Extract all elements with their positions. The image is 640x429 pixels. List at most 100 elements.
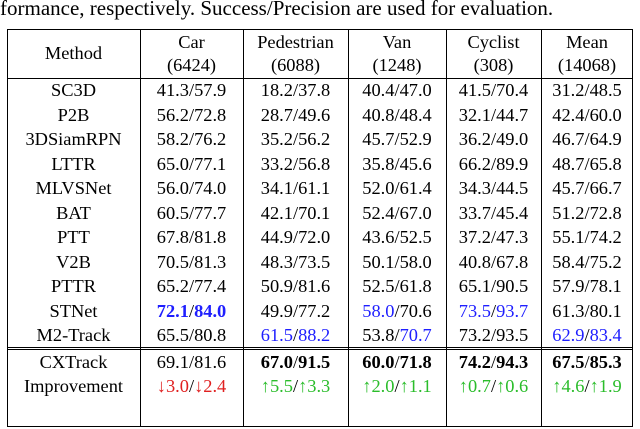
value-separator: / [584, 153, 590, 174]
table-bottom-rule [7, 426, 633, 427]
header-car-count: (6424) [166, 54, 217, 75]
pedestrian-cell: 33.2/56.8 [243, 152, 348, 177]
cyclist-cell: 73.2/93.5 [446, 323, 541, 348]
pedestrian-cell: 67.0/91.5 [243, 350, 348, 375]
success-value: 72.1 [156, 300, 189, 321]
precision-value: 70.1 [298, 202, 331, 223]
success-value: 65.1 [458, 276, 491, 296]
precision-value: 70.7 [399, 325, 432, 345]
table-row: P2B 56.2/72.8 28.7/49.6 40.8/48.4 32.1/44.7 4… [7, 103, 633, 128]
table-row: BAT 60.5/77.7 42.1/70.1 52.4/67.0 33.7/45.4 5… [7, 201, 633, 226]
value-separator: / [584, 227, 590, 247]
cyclist-cell: 41.5/70.4 [446, 78, 541, 103]
precision-value: 56.8 [298, 153, 331, 174]
precision-value: 90.5 [496, 276, 529, 296]
success-value: 67.0 [260, 351, 293, 372]
cyclist-cell: ↑0.7/↑0.6 [446, 374, 541, 399]
value-separator: / [394, 227, 400, 247]
success-value: 18.2 [260, 80, 293, 100]
method-name: PTTR [51, 276, 96, 296]
car-cell: 65.0/77.1 [140, 152, 243, 177]
method-name: M2-Track [36, 325, 111, 345]
precision-value: 48.4 [399, 104, 432, 125]
value-separator: / [584, 202, 590, 223]
table-row: SC3D 41.3/57.9 18.2/37.8 40.4/47.0 41.5/70.4… [7, 78, 633, 103]
value-separator: / [394, 251, 400, 272]
precision-value: 76.2 [194, 129, 227, 149]
value-separator: / [584, 80, 590, 100]
car-cell: 56.2/72.8 [140, 103, 243, 128]
precision-value: 47.3 [496, 227, 529, 247]
value-separator: / [490, 376, 497, 396]
cyclist-cell: 65.1/90.5 [446, 274, 541, 299]
value-separator: / [490, 178, 497, 198]
precision-value: 58.0 [399, 251, 432, 272]
success-value: 41.5 [458, 80, 491, 100]
pedestrian-cell: 48.3/73.5 [243, 250, 348, 275]
precision-value: 61.1 [298, 178, 331, 198]
car-cell: 70.5/81.3 [140, 250, 243, 275]
col-divider-4 [446, 29, 447, 427]
precision-value: 81.6 [298, 276, 331, 296]
precision-value: ↑1.9 [589, 376, 622, 396]
value-separator: / [292, 376, 299, 396]
success-value: 32.1 [458, 104, 491, 125]
car-cell: 60.5/77.7 [140, 201, 243, 226]
precision-value: 77.2 [298, 300, 331, 321]
success-value: 45.7 [362, 129, 395, 149]
precision-value: 77.4 [194, 276, 227, 296]
car-cell: 41.3/57.9 [140, 78, 243, 103]
value-separator: / [584, 300, 590, 321]
mean-cell: 46.7/64.9 [541, 127, 633, 152]
precision-value: 88.2 [298, 325, 331, 345]
success-value: ↑4.6 [552, 376, 585, 396]
value-separator: / [490, 104, 497, 125]
car-cell: 69.1/81.6 [140, 350, 243, 375]
success-value: 65.2 [156, 276, 189, 296]
pedestrian-cell: 35.2/56.2 [243, 127, 348, 152]
value-separator: / [394, 80, 400, 100]
value-separator: / [584, 276, 590, 296]
precision-value: 52.5 [399, 227, 432, 247]
mean-cell: ↑4.6/↑1.9 [541, 374, 633, 399]
van-cell: 35.8/45.6 [348, 152, 446, 177]
success-value: 65.5 [156, 325, 189, 345]
success-value: 41.3 [156, 80, 189, 100]
mean-cell: 48.7/65.8 [541, 152, 633, 177]
value-separator: / [188, 300, 195, 321]
value-separator: / [490, 300, 497, 321]
value-separator: / [394, 129, 400, 149]
cyclist-cell: 36.2/49.0 [446, 127, 541, 152]
success-value: 67.5 [552, 351, 585, 372]
precision-value: 64.9 [589, 129, 622, 149]
cyclist-cell: 33.7/45.4 [446, 201, 541, 226]
pedestrian-cell: 42.1/70.1 [243, 201, 348, 226]
value-separator: / [584, 129, 590, 149]
value-separator: / [292, 251, 299, 272]
table-row: V2B 70.5/81.3 48.3/73.5 50.1/58.0 40.8/67.8 5… [7, 250, 633, 275]
pedestrian-cell: 49.9/77.2 [243, 299, 348, 324]
success-value: 34.1 [260, 178, 293, 198]
value-separator: / [394, 376, 400, 396]
success-value: 56.2 [156, 104, 189, 125]
caption: formance, respectively. Success/Precisio… [0, 0, 554, 20]
success-value: 49.9 [260, 300, 293, 321]
van-cell: 58.0/70.6 [348, 299, 446, 324]
mean-cell: 42.4/60.0 [541, 103, 633, 128]
method-name: V2B [56, 251, 91, 272]
success-value: 50.9 [260, 276, 293, 296]
success-value: 42.1 [260, 202, 293, 223]
pedestrian-cell: 34.1/61.1 [243, 176, 348, 201]
precision-value: 93.7 [496, 300, 529, 321]
value-separator: / [394, 300, 400, 321]
value-separator: / [188, 178, 195, 198]
precision-value: 52.9 [399, 129, 432, 149]
success-value: 58.4 [552, 251, 585, 272]
success-value: 62.9 [552, 325, 585, 345]
success-value: 40.8 [362, 104, 395, 125]
precision-value: 78.1 [589, 276, 622, 296]
value-separator: / [188, 251, 195, 272]
van-cell: ↑2.0/↑1.1 [348, 374, 446, 399]
mean-cell: 61.3/80.1 [541, 299, 633, 324]
col-divider-2 [243, 29, 244, 427]
